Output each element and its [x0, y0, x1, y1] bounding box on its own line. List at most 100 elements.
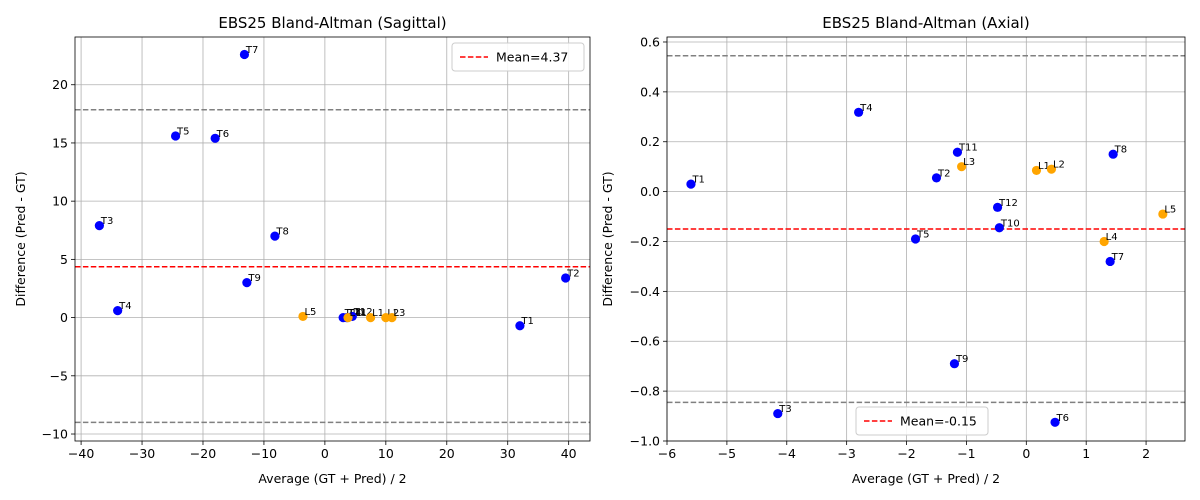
- data-point-l2: [1046, 164, 1057, 174]
- legend: Mean=-0.15: [855, 406, 989, 436]
- x-tick-label: 10: [378, 446, 394, 461]
- data-point-t4: [113, 306, 123, 316]
- point-label-t2: T2: [566, 269, 579, 280]
- point-label-l3: L3: [393, 308, 405, 319]
- data-point-t3: [773, 408, 783, 419]
- point-label-t11: T11: [347, 308, 367, 319]
- x-tick-label: −6: [658, 446, 676, 461]
- data-point-l5: [298, 311, 308, 322]
- point-label-t3: T3: [778, 404, 791, 415]
- data-point-t10: [994, 223, 1004, 233]
- data-point-t9: [949, 359, 960, 369]
- y-tick-label: −0.6: [630, 334, 660, 349]
- y-axis-label: Difference (Pred - GT): [600, 171, 615, 306]
- data-point-t9: [242, 278, 252, 288]
- data-point-l3: [957, 162, 967, 172]
- data-point-t2: [561, 273, 571, 283]
- point-label-t7: T7: [245, 45, 258, 56]
- y-tick-label: −0.8: [630, 384, 660, 399]
- y-tick-label: 0: [60, 310, 68, 325]
- point-label-t11: T11: [958, 143, 978, 154]
- data-point-l1: [365, 312, 376, 323]
- data-point-t8: [270, 231, 280, 241]
- point-label-l5: L5: [1164, 205, 1176, 216]
- point-label-l2: L2: [1053, 160, 1065, 171]
- data-point-t2: [931, 173, 942, 183]
- point-label-l4: L4: [350, 308, 362, 319]
- point-label-t1: T1: [520, 316, 533, 327]
- data-point-l4: [1099, 236, 1109, 247]
- point-label-t6: T6: [216, 129, 229, 140]
- point-label-t5: T5: [916, 230, 929, 241]
- point-label-t12: T12: [998, 198, 1018, 209]
- data-point-l5: [1158, 209, 1168, 219]
- y-tick-label: −0.4: [630, 284, 660, 299]
- point-label-t8: T8: [1114, 145, 1127, 156]
- data-point-l3: [387, 312, 397, 323]
- point-label-t4: T4: [118, 301, 131, 312]
- data-point-t5: [170, 131, 181, 141]
- point-label-l4: L4: [1106, 232, 1118, 243]
- data-point-l1: [1031, 165, 1042, 176]
- data-point-t12: [992, 202, 1003, 212]
- x-tick-label: −5: [718, 446, 736, 461]
- point-label-t9: T9: [247, 273, 260, 284]
- y-tick-label: −0.2: [630, 234, 660, 249]
- point-label-t5: T5: [176, 126, 189, 137]
- point-label-l1: L1: [1038, 161, 1050, 172]
- data-point-t8: [1108, 149, 1118, 159]
- data-point-t1: [686, 179, 696, 189]
- axes-frame: [74, 36, 591, 442]
- x-tick-label: −2: [897, 446, 915, 461]
- point-label-t6: T6: [1056, 413, 1069, 424]
- point-label-t4: T4: [859, 103, 872, 114]
- x-tick-label: −30: [129, 446, 155, 461]
- point-label-t3: T3: [100, 216, 113, 227]
- legend-box: [855, 406, 989, 436]
- y-tick-label: 0.4: [640, 84, 660, 99]
- point-label-l1: L1: [372, 308, 384, 319]
- point-label-l5: L5: [304, 307, 316, 318]
- x-tick-label: −4: [778, 446, 796, 461]
- x-tick-label: −1: [957, 446, 975, 461]
- axes-frame: [666, 36, 1186, 442]
- point-label-t1: T1: [691, 175, 704, 186]
- data-point-t5: [910, 234, 921, 244]
- point-label-t8: T8: [275, 227, 288, 238]
- legend-mean-label: Mean=-0.15: [900, 414, 977, 429]
- x-tick-label: 0: [321, 446, 329, 461]
- point-label-t10: T10: [1000, 218, 1020, 229]
- data-point-t3: [94, 221, 104, 231]
- y-tick-label: 0.6: [640, 34, 660, 49]
- x-tick-label: −20: [190, 446, 216, 461]
- data-point-t1: [515, 321, 525, 331]
- y-tick-label: −5: [50, 368, 68, 383]
- x-tick-label: 40: [561, 446, 577, 461]
- data-point-l4: [343, 312, 353, 323]
- data-point-t11: [952, 147, 963, 157]
- point-label-t12: T12: [353, 307, 373, 318]
- x-tick-label: 1: [1082, 446, 1090, 461]
- x-axis-label: Average (GT + Pred) / 2: [852, 471, 1000, 486]
- legend-mean-label: Mean=4.37: [496, 50, 568, 65]
- y-axis-label: Difference (Pred - GT): [13, 171, 28, 306]
- chart-title: EBS25 Bland-Altman (Sagittal): [218, 14, 446, 32]
- y-tick-label: 5: [60, 252, 68, 267]
- y-tick-label: 20: [52, 77, 68, 92]
- x-axis-label: Average (GT + Pred) / 2: [258, 471, 406, 486]
- chart-title: EBS25 Bland-Altman (Axial): [822, 14, 1029, 32]
- legend-box: [451, 42, 585, 72]
- y-tick-label: 10: [52, 194, 68, 209]
- data-point-t4: [854, 107, 864, 117]
- x-tick-label: 0: [1022, 446, 1030, 461]
- point-label-l3: L3: [963, 157, 975, 168]
- x-tick-label: −40: [68, 446, 94, 461]
- data-point-t7: [1105, 256, 1115, 267]
- y-tick-label: 0.0: [640, 184, 660, 199]
- x-tick-label: 2: [1142, 446, 1150, 461]
- point-label-t7: T7: [1111, 252, 1124, 263]
- legend: Mean=4.37: [451, 42, 585, 72]
- x-tick-label: −10: [251, 446, 277, 461]
